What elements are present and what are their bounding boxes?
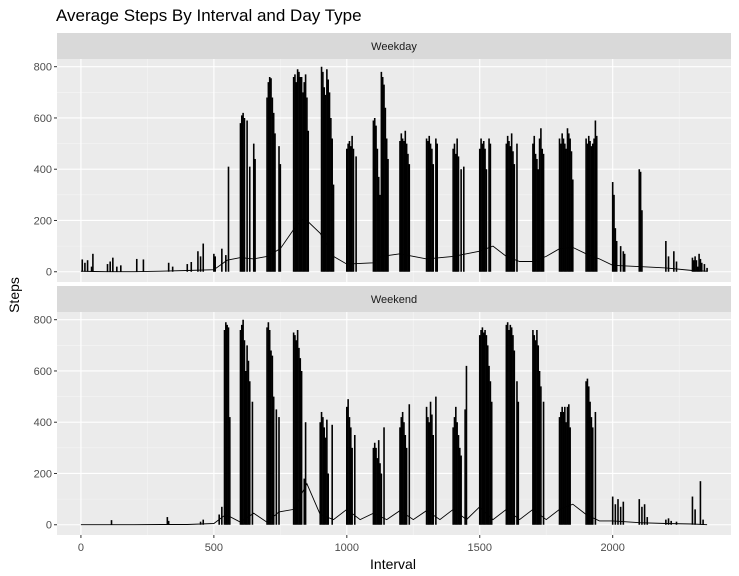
- y-tick-label: 200: [34, 215, 52, 227]
- average-line: [80, 218, 708, 273]
- y-tick-label: 600: [34, 366, 52, 378]
- x-tick-label: 1000: [335, 542, 359, 554]
- y-tick-label: 400: [34, 164, 52, 176]
- y-tick-label: 600: [34, 113, 52, 125]
- chart-title: Average Steps By Interval and Day Type: [56, 6, 362, 25]
- facet-strip-label: Weekday: [371, 41, 417, 53]
- facet-strip: [57, 33, 731, 59]
- y-tick-label: 200: [34, 468, 52, 480]
- y-tick-label: 0: [46, 520, 52, 532]
- x-tick-label: 0: [78, 542, 84, 554]
- y-tick-label: 800: [34, 62, 52, 74]
- panel-background: [57, 312, 731, 535]
- x-axis-title: Interval: [370, 556, 416, 572]
- facet-panel-weekend: Weekend 0 200 400 600 800: [34, 286, 731, 535]
- average-line: [80, 482, 708, 526]
- x-tick-label: 2000: [600, 542, 624, 554]
- x-tick-label: 1500: [468, 542, 492, 554]
- facet-strip-label: Weekend: [371, 294, 417, 306]
- y-axis-title: Steps: [6, 277, 22, 313]
- facet-strip: [57, 286, 731, 312]
- facet-panel-weekday: Weekday 0 200 400 600 800: [34, 33, 731, 282]
- y-tick-label: 400: [34, 417, 52, 429]
- y-tick-label: 800: [34, 315, 52, 327]
- x-tick-label: 500: [205, 542, 223, 554]
- y-tick-label: 0: [46, 267, 52, 279]
- panel-background: [57, 59, 731, 282]
